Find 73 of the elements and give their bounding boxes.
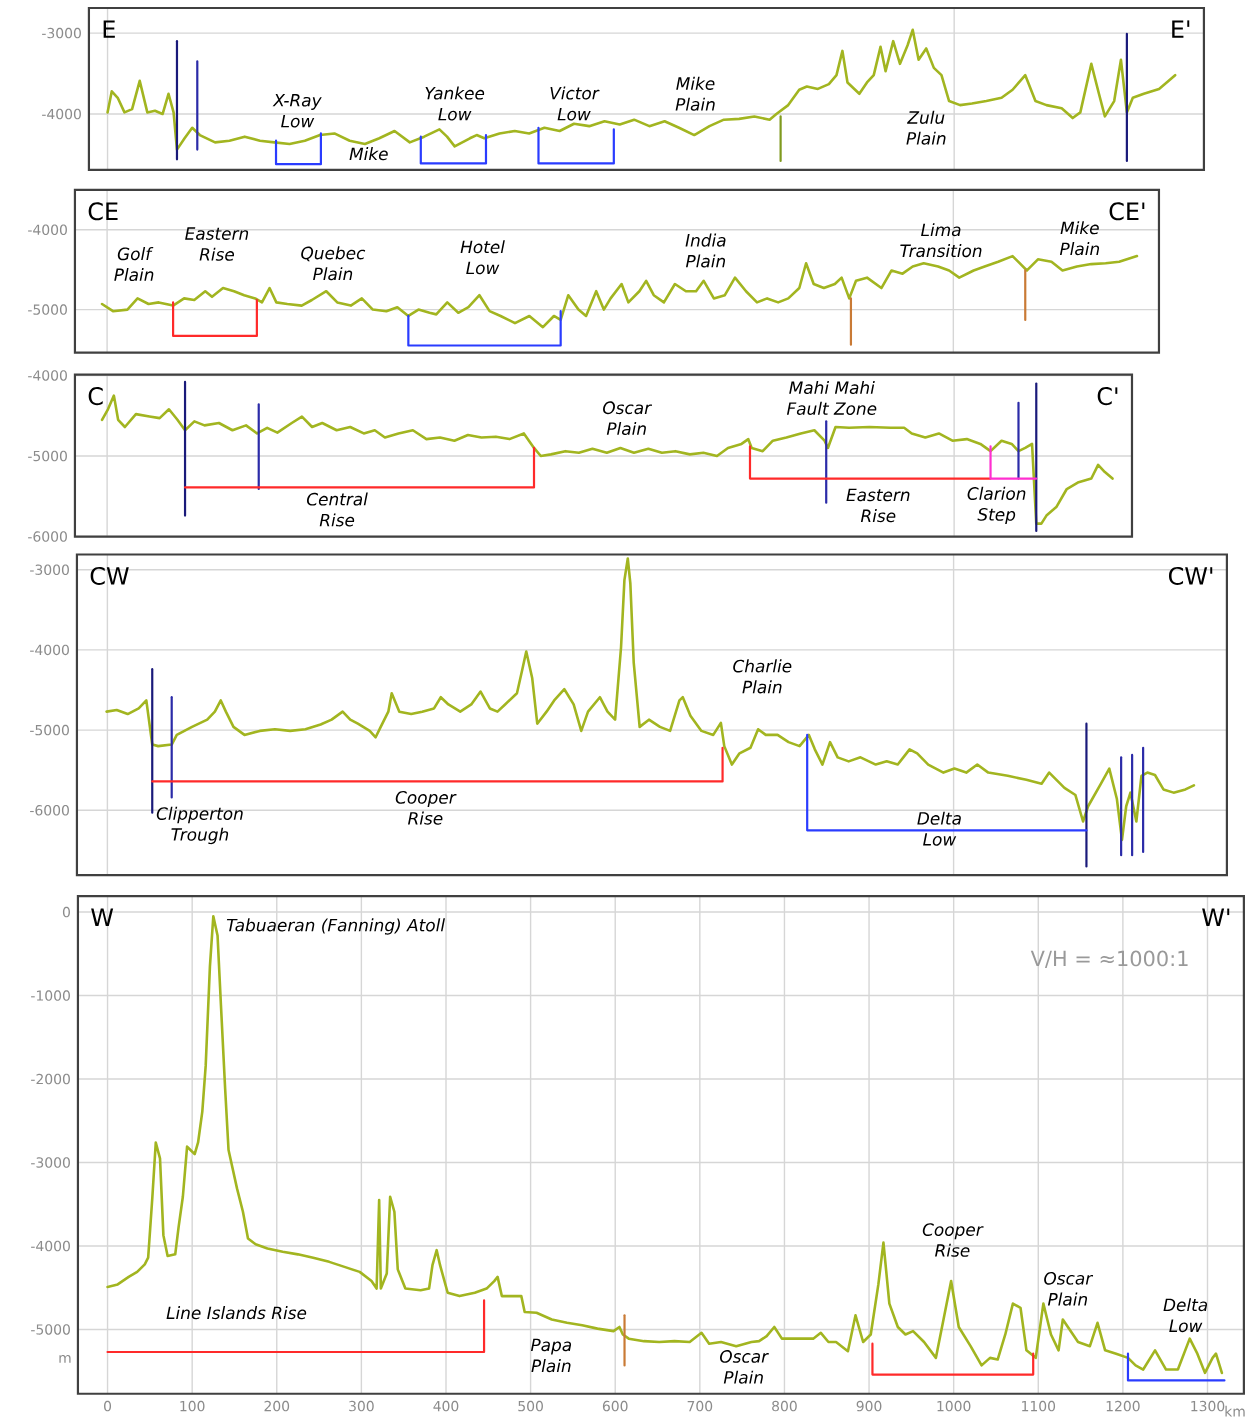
x-axis-title: km	[1225, 1405, 1245, 1417]
annotation: CW	[90, 566, 129, 585]
x-tick-label: 700	[687, 1400, 713, 1412]
annotation: Yankee Low	[425, 86, 485, 121]
y-tick-label: -6000	[30, 805, 70, 816]
y-tick-label: -1000	[31, 990, 71, 1001]
annotation: CE'	[1109, 202, 1145, 221]
y-tick-label: -2000	[31, 1073, 71, 1085]
y-tick-label: -5000	[30, 724, 70, 736]
x-tick-label: 500	[518, 1400, 544, 1412]
annotation: C'	[1097, 387, 1118, 406]
annotation: Lima Transition	[900, 223, 982, 258]
annotation: Charlie Plain	[733, 659, 792, 694]
annotation: Victor Low	[550, 86, 600, 121]
annotation: Mike	[349, 147, 388, 161]
x-tick-label: 1000	[937, 1400, 971, 1412]
annotation: Clipperton Trough	[156, 806, 243, 845]
annotation: Eastern Rise	[846, 488, 910, 523]
annotation: Zulu Plain	[906, 110, 946, 145]
annotation: Oscar Plain	[720, 1350, 770, 1384]
annotation: V/H = ≈1000:1	[1030, 950, 1188, 968]
annotation: Delta Low	[917, 811, 961, 846]
annotation: X-Ray Low	[272, 94, 322, 128]
y-tick-label: -5000	[28, 304, 68, 315]
y-tick-label: -4000	[31, 1240, 71, 1252]
y-tick-label: -4000	[30, 644, 70, 656]
annotation: Papa Plain	[531, 1338, 572, 1373]
y-tick-label: -4000	[28, 370, 68, 381]
annotation: CW'	[1169, 566, 1213, 585]
annotation: Mike Plain	[675, 76, 715, 111]
annotation: Clarion Step	[967, 486, 1026, 525]
y-tick-label: -4000	[42, 108, 82, 120]
annotation: Delta Low	[1163, 1298, 1208, 1333]
y-tick-label: -3000	[42, 27, 82, 39]
y-tick-label: 0	[63, 906, 71, 918]
annotation: W	[91, 908, 114, 926]
annotation: Golf Plain	[114, 247, 154, 282]
annotation: Line Islands Rise	[166, 1306, 307, 1320]
annotation: Oscar Plain	[603, 401, 653, 436]
x-tick-label: 400	[433, 1400, 459, 1412]
y-tick-label: -6000	[28, 531, 68, 542]
x-tick-label: 900	[856, 1400, 882, 1412]
x-tick-label: 200	[264, 1400, 290, 1412]
y-tick-label: -5000	[31, 1324, 71, 1335]
y-tick-label: -5000	[28, 450, 68, 462]
annotation: E'	[1172, 20, 1190, 38]
y-tick-label: -4000	[28, 224, 68, 236]
annotation: Mahi Mahi Fault Zone	[787, 380, 877, 415]
annotation: Eastern Rise	[185, 227, 249, 261]
x-tick-label: 1100	[1022, 1400, 1056, 1412]
x-tick-label: 800	[772, 1400, 797, 1412]
x-tick-label: 600	[602, 1400, 628, 1412]
annotation: Cooper Rise	[395, 791, 457, 825]
annotation: E	[103, 20, 115, 38]
annotation: Quebec Plain	[301, 246, 366, 281]
x-tick-label: 0	[104, 1400, 112, 1412]
annotation: C	[88, 387, 103, 406]
x-tick-label: 100	[180, 1400, 205, 1412]
annotation: W'	[1202, 908, 1230, 926]
x-tick-label: 300	[349, 1400, 374, 1412]
annotation: Cooper Rise	[922, 1223, 984, 1257]
annotation: Hotel Low	[460, 240, 505, 275]
x-tick-label: 1300	[1191, 1400, 1225, 1412]
annotation: India Plain	[685, 233, 726, 268]
annotation: Oscar Plain	[1044, 1271, 1094, 1306]
y-tick-label: -3000	[30, 564, 70, 575]
y-axis-title: m	[59, 1355, 71, 1363]
annotation: Central Rise	[307, 492, 368, 527]
annotation: Tabuaeran (Fanning) Atoll	[226, 918, 446, 935]
y-tick-label: -3000	[31, 1157, 71, 1168]
x-tick-label: 1200	[1106, 1400, 1140, 1412]
annotation: CE	[88, 202, 118, 221]
annotation: Mike Plain	[1060, 221, 1100, 256]
